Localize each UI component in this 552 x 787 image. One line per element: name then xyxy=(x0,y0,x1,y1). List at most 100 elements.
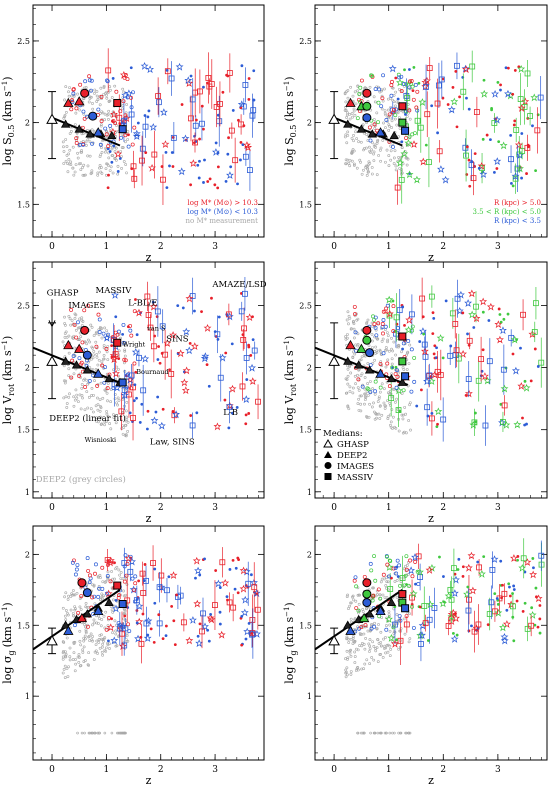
deep2-point xyxy=(110,608,114,612)
high-z-star xyxy=(175,62,184,71)
high-z-point xyxy=(135,333,139,337)
high-z-star xyxy=(480,89,489,98)
images-massiv-point xyxy=(72,322,77,327)
deep2-point xyxy=(101,642,105,646)
high-z-point xyxy=(118,157,122,160)
deep2-point xyxy=(79,168,83,172)
y-tick-label: 2 xyxy=(307,119,312,128)
deep2-point xyxy=(368,647,372,651)
deep2-point xyxy=(379,630,383,634)
deep2-point xyxy=(370,172,374,176)
deep2-point xyxy=(91,368,95,372)
deep2-point xyxy=(101,580,105,584)
deep2-point xyxy=(123,344,127,347)
deep2-point xyxy=(99,633,103,637)
deep2-point xyxy=(361,123,365,127)
deep2-point xyxy=(367,344,371,347)
high-z-point xyxy=(135,396,138,400)
deep2-point xyxy=(354,343,358,347)
high-z-point xyxy=(167,575,171,579)
images-massiv-point xyxy=(359,78,364,83)
high-z-star xyxy=(188,616,197,624)
high-z-point xyxy=(456,568,460,571)
x-axis-label: z xyxy=(146,251,152,264)
deep2-point xyxy=(111,631,114,635)
deep2-point xyxy=(369,151,372,154)
deep2-point xyxy=(379,159,383,163)
deep2-point xyxy=(397,116,401,119)
high-z-star xyxy=(419,327,427,336)
deep2-point xyxy=(86,338,90,342)
images-median-marker-red xyxy=(362,325,372,335)
high-z-point xyxy=(202,85,205,89)
deep2-point xyxy=(82,173,86,177)
deep2-point xyxy=(78,317,82,321)
deep2-point xyxy=(110,147,114,151)
images-massiv-point xyxy=(71,87,76,92)
deep2-point xyxy=(68,655,72,659)
deep2-point xyxy=(352,350,355,354)
deep2-point xyxy=(105,410,109,413)
high-z-star xyxy=(203,324,212,332)
high-z-point xyxy=(240,643,244,647)
high-z-point xyxy=(216,186,220,190)
deep2-point xyxy=(347,607,350,610)
x-tick-label: 0 xyxy=(49,242,55,252)
deep2-median-marker xyxy=(107,130,117,140)
high-z-star xyxy=(479,297,488,306)
high-z-star xyxy=(444,591,453,600)
deep2-point xyxy=(366,164,369,168)
high-z-star xyxy=(141,354,150,363)
deep2-point xyxy=(348,316,352,320)
high-z-point xyxy=(434,356,438,360)
deep2-point xyxy=(106,382,110,385)
deep2-point xyxy=(346,130,350,134)
high-z-point xyxy=(465,96,468,100)
legend-marker-open-triangle xyxy=(323,438,333,448)
high-z-point xyxy=(466,585,470,589)
deep2-point xyxy=(109,88,112,92)
high-z-star xyxy=(385,563,394,572)
images-massiv-point xyxy=(122,579,127,584)
deep2-point xyxy=(349,601,353,605)
y-axis-label: log σg(km s−1) xyxy=(1,602,16,683)
deep2-point xyxy=(395,579,399,582)
deep2-median-marker-red xyxy=(63,97,74,107)
high-z-star xyxy=(110,110,118,119)
deep2-point xyxy=(98,617,101,620)
images-massiv-point xyxy=(105,386,110,391)
deep2-point xyxy=(83,659,87,662)
images-massiv-point xyxy=(376,587,381,592)
deep2-median-marker xyxy=(60,119,71,128)
deep2-point xyxy=(76,655,80,659)
deep2-point xyxy=(371,640,375,644)
high-z-point xyxy=(247,77,251,80)
deep2-point xyxy=(365,415,369,419)
high-z-point xyxy=(525,172,528,175)
deep2-point xyxy=(384,365,388,369)
deep2-point xyxy=(69,608,73,612)
deep2-point xyxy=(357,408,361,412)
deep2-point xyxy=(366,167,370,171)
images-massiv-point xyxy=(128,323,133,328)
high-z-point xyxy=(499,83,502,87)
deep2-point xyxy=(380,382,384,386)
images-massiv-point xyxy=(103,365,107,370)
x-tick-label: 0 xyxy=(331,765,337,775)
deep2-point xyxy=(345,141,349,145)
y-tick-label: 2 xyxy=(307,364,312,373)
high-z-point xyxy=(181,306,185,310)
legend-marker-filled-square xyxy=(324,473,332,480)
images-massiv-point xyxy=(413,559,418,564)
high-z-point xyxy=(473,152,477,156)
images-massiv-point xyxy=(83,385,88,389)
deep2-point xyxy=(92,618,96,622)
y-tick-label: 1.5 xyxy=(299,200,312,209)
deep2-point xyxy=(125,577,129,581)
legend-entry-green: 3.5 < R (kpc) < 5.0 xyxy=(473,208,542,216)
deep2-point xyxy=(352,134,355,137)
deep2-point xyxy=(87,651,91,655)
high-z-point xyxy=(529,379,533,383)
high-z-point xyxy=(200,310,203,314)
